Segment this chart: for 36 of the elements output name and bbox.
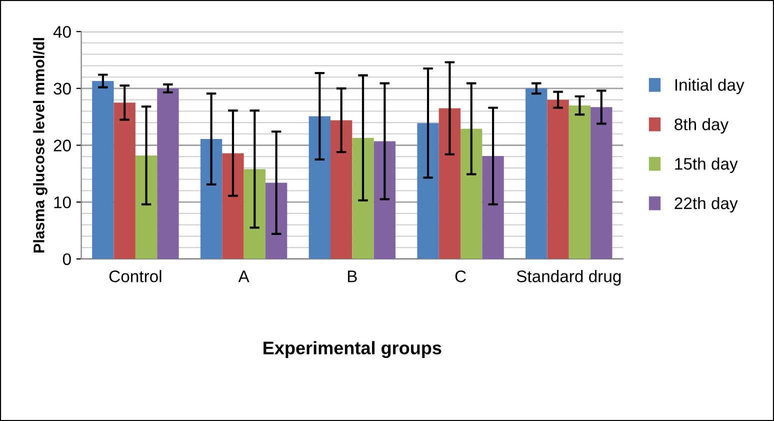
legend-label: Initial day (675, 78, 744, 94)
x-tick-label: A (238, 270, 250, 282)
legend-label: 8th day (674, 118, 729, 134)
bar (244, 169, 266, 259)
bar (417, 123, 439, 259)
bar (482, 156, 504, 259)
y-tick-label: 20 (54, 140, 71, 152)
x-axis-title: Experimental groups (264, 341, 442, 358)
bar (460, 128, 482, 259)
bar (157, 88, 179, 259)
y-tick-label: 10 (54, 196, 71, 208)
y-axis-title: Plasma glucose level mmol/dl (33, 38, 48, 252)
x-tick-label: C (455, 270, 466, 282)
x-tick-label: B (348, 270, 357, 282)
y-tick-label: 0 (62, 253, 71, 266)
bar (374, 141, 396, 259)
bar (568, 105, 591, 259)
legend-label: 22th day (674, 196, 738, 212)
bar (352, 138, 374, 259)
bar (526, 88, 548, 259)
bar (92, 81, 114, 259)
y-tick-label: 30 (54, 82, 71, 95)
legend-label: 15th day (675, 158, 738, 174)
bar (265, 182, 288, 259)
bar (135, 155, 158, 259)
bar (330, 120, 352, 259)
bar (114, 102, 136, 259)
x-tick-label: Control (109, 270, 162, 282)
y-tick-label: 40 (53, 26, 71, 38)
bar (308, 116, 330, 259)
bar (438, 108, 461, 259)
bar (547, 100, 569, 259)
bar (200, 138, 222, 259)
bar (222, 153, 244, 259)
x-tick-label: Standard drug (516, 270, 621, 286)
bar (590, 107, 612, 259)
